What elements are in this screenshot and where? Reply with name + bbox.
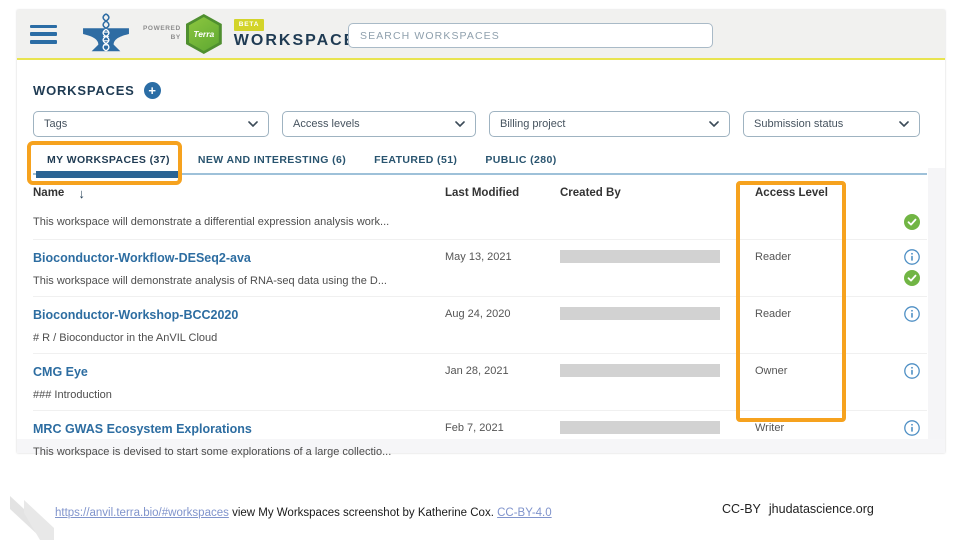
create-workspace-button[interactable]: + (143, 82, 161, 99)
workspace-link[interactable]: MRC GWAS Ecosystem Explorations (33, 422, 252, 436)
access-level-value: Reader (755, 251, 792, 263)
sort-descending-icon[interactable]: ↓ (78, 185, 85, 201)
submission-status-filter-dropdown[interactable]: Submission status (743, 111, 920, 137)
workspace-description: # R / Bioconductor in the AnVIL Cloud (33, 332, 218, 344)
access-level-value: Writer (755, 422, 785, 434)
column-header-access-level[interactable]: Access Level (755, 187, 828, 199)
product-title-block: BETA WORKSPACES (233, 18, 370, 50)
billing-project-filter-label: Billing project (500, 118, 566, 130)
hamburger-menu-icon[interactable] (30, 24, 57, 44)
column-header-last-modified[interactable]: Last Modified (445, 187, 520, 199)
table-row[interactable]: Bioconductor-Workshop-BCC2020 # R / Bioc… (33, 296, 927, 353)
tab-featured[interactable]: FEATURED (51) (360, 147, 471, 173)
bottom-gutter (17, 439, 945, 453)
scroll-gutter (928, 168, 945, 453)
tab-my-workspaces[interactable]: MY WORKSPACES (37) (33, 147, 184, 178)
workspaces-table: Name ↓ Last Modified Created By Access L… (33, 181, 927, 467)
last-modified-value: Aug 24, 2020 (445, 308, 511, 320)
search-input[interactable] (360, 29, 701, 42)
tab-label: MY WORKSPACES (37) (47, 154, 170, 166)
table-row[interactable]: CMG Eye ### Introduction Jan 28, 2021 Ow… (33, 353, 927, 410)
workspace-search-box[interactable] (348, 23, 713, 48)
workspace-link[interactable]: Bioconductor-Workshop-BCC2020 (33, 308, 239, 322)
info-icon[interactable] (904, 249, 920, 265)
info-icon[interactable] (904, 363, 920, 379)
chevron-down-icon (899, 121, 909, 127)
product-title: WORKSPACES (233, 31, 370, 49)
workspace-link[interactable]: CMG Eye (33, 365, 88, 379)
workspace-description: ### Introduction (33, 389, 112, 401)
powered-by-label: POWERED BY (143, 25, 181, 41)
chevron-down-icon (248, 121, 258, 127)
tab-public[interactable]: PUBLIC (280) (471, 147, 570, 173)
credit-license: CC-BY (722, 502, 761, 516)
workspace-description: This workspace is devised to start some … (33, 446, 392, 458)
workspace-tabs: MY WORKSPACES (37) NEW AND INTERESTING (… (33, 147, 927, 178)
source-link[interactable]: https://anvil.terra.bio/#workspaces (55, 507, 229, 519)
source-caption: https://anvil.terra.bio/#workspaces view… (55, 507, 552, 519)
terra-workspaces-screenshot: POWERED BY Terra BETA WORKSPACES WORKSPA… (17, 10, 945, 458)
redacted-created-by (560, 421, 720, 434)
redacted-created-by (560, 250, 720, 263)
anvil-dna-icon (83, 13, 129, 52)
table-row[interactable]: Bioconductor-Workflow-DESeq2-ava This wo… (33, 239, 927, 296)
redacted-created-by (560, 364, 720, 377)
column-header-created-by[interactable]: Created By (560, 187, 621, 199)
page-title: WORKSPACES (33, 83, 135, 98)
tab-label: PUBLIC (280) (485, 154, 557, 166)
billing-project-filter-dropdown[interactable]: Billing project (489, 111, 730, 137)
access-levels-filter-label: Access levels (293, 118, 360, 130)
redacted-created-by (560, 307, 720, 320)
corner-decoration (10, 496, 54, 540)
table-row[interactable]: MRC GWAS Ecosystem Explorations This wor… (33, 410, 927, 467)
workspace-description: This workspace will demonstrate a differ… (33, 216, 390, 228)
last-modified-value: May 13, 2021 (445, 251, 512, 263)
tab-label: NEW AND INTERESTING (6) (197, 154, 347, 166)
chevron-down-icon (709, 121, 719, 127)
terra-logo: Terra (185, 14, 222, 54)
name-header-label: Name (33, 187, 65, 199)
table-row[interactable]: This workspace will demonstrate a differ… (33, 205, 927, 239)
credit-org: jhudatascience.org (768, 502, 874, 516)
submission-status-filter-label: Submission status (754, 118, 844, 130)
success-check-icon (904, 270, 920, 286)
workspace-description: This workspace will demonstrate analysis… (33, 275, 387, 287)
app-header: POWERED BY Terra BETA WORKSPACES (17, 10, 945, 60)
info-icon[interactable] (904, 306, 920, 322)
tab-label: FEATURED (51) (374, 154, 458, 166)
success-check-icon (904, 214, 920, 230)
license-link[interactable]: CC-BY-4.0 (497, 507, 552, 519)
column-header-name[interactable]: Name ↓ (33, 186, 445, 201)
last-modified-value: Feb 7, 2021 (445, 422, 504, 434)
last-modified-value: Jan 28, 2021 (445, 365, 509, 377)
info-icon[interactable] (904, 420, 920, 436)
access-level-value: Reader (755, 308, 792, 320)
tab-new-and-interesting[interactable]: NEW AND INTERESTING (6) (184, 147, 360, 173)
workspace-link[interactable]: Bioconductor-Workflow-DESeq2-ava (33, 251, 251, 265)
license-credit: CC-BY jhudatascience.org (722, 502, 874, 516)
anvil-logo[interactable]: POWERED BY Terra (81, 11, 222, 57)
table-header-row: Name ↓ Last Modified Created By Access L… (33, 181, 927, 205)
tags-filter-dropdown[interactable]: Tags (33, 111, 269, 137)
access-levels-filter-dropdown[interactable]: Access levels (282, 111, 476, 137)
active-tab-indicator (36, 171, 181, 178)
access-level-value: Owner (755, 365, 788, 377)
caption-text: view My Workspaces screenshot by Katheri… (232, 507, 494, 519)
chevron-down-icon (455, 121, 465, 127)
beta-badge: BETA (233, 18, 265, 31)
tags-filter-label: Tags (44, 118, 68, 130)
